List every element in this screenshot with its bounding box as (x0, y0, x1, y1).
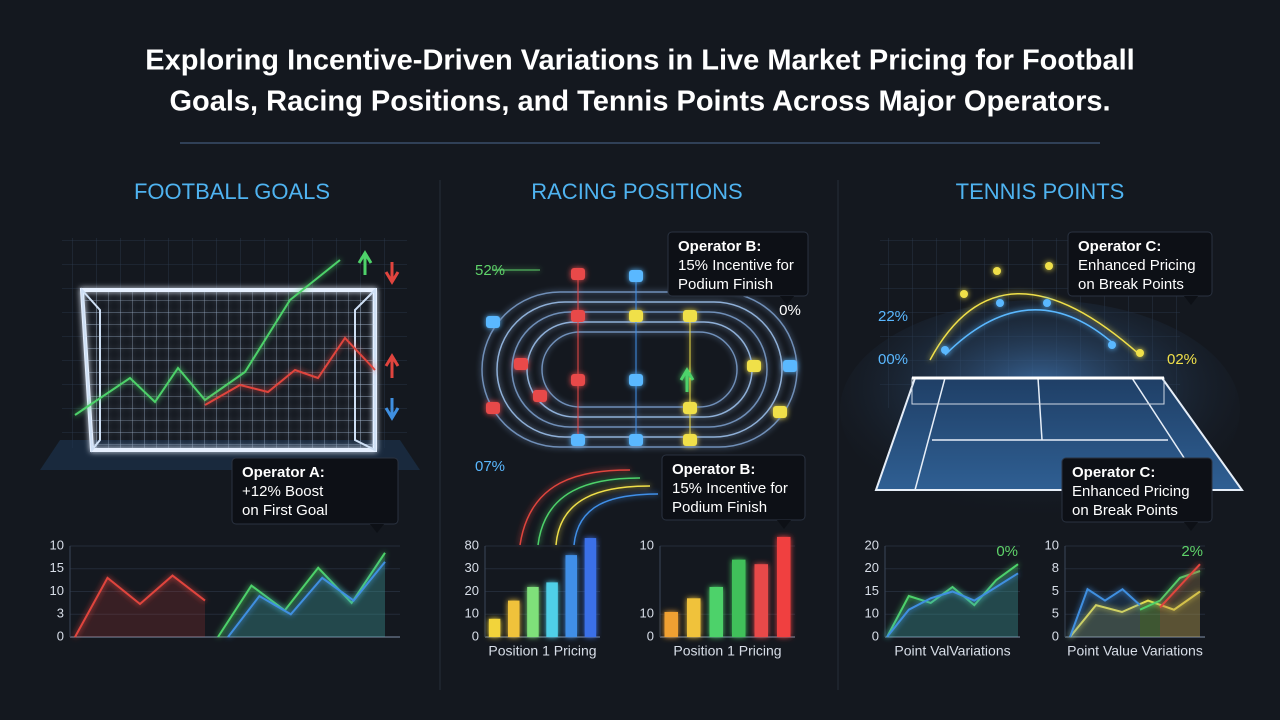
callout-box (231, 457, 399, 525)
bar (508, 600, 520, 637)
y-tick-label: 3 (57, 606, 64, 621)
y-tick-label: 15 (865, 583, 879, 598)
y-tick-label: 10 (50, 583, 64, 598)
series-area (218, 552, 385, 637)
y-tick-label: 10 (865, 606, 879, 621)
callout-box (1067, 231, 1213, 297)
callout-box (661, 454, 806, 521)
series-area (887, 573, 1018, 637)
series-line (1069, 587, 1141, 638)
callout-text: Operator C: (1078, 238, 1161, 255)
title-line: Exploring Incentive-Driven Variations in… (145, 45, 1134, 77)
percent-label: 52% (475, 262, 505, 279)
x-axis-label: Position 1 Pricing (488, 643, 596, 659)
y-tick-label: 8 (1052, 560, 1059, 575)
bar (732, 559, 746, 637)
series-line (217, 552, 386, 638)
callout-text: +12% Boost (242, 483, 324, 500)
callout-text: 15% Incentive for (672, 480, 788, 497)
bar (709, 586, 723, 637)
bar (527, 586, 539, 637)
bar (664, 611, 678, 637)
callout-pointer (777, 520, 791, 529)
x-axis-label: Point Value Variations (1067, 643, 1203, 659)
series-area (75, 575, 205, 637)
y-tick-label: 5 (1052, 606, 1059, 621)
bar (687, 598, 701, 637)
y-tick-label: 0 (472, 628, 479, 643)
y-tick-label: 30 (465, 560, 479, 575)
title-line: Goals, Racing Positions, and Tennis Poin… (169, 86, 1110, 118)
y-tick-label: 10 (640, 537, 654, 552)
y-tick-label: 10 (50, 537, 64, 552)
callout-text: Operator A: (242, 464, 325, 481)
series-line (886, 563, 1019, 638)
series-area (1070, 591, 1200, 637)
callout-pointer (370, 524, 384, 533)
y-tick-label: 20 (865, 560, 879, 575)
y-tick-label: 20 (865, 537, 879, 552)
y-tick-label: 20 (465, 583, 479, 598)
bar (488, 618, 501, 637)
callout-pointer (780, 296, 794, 305)
series-line (1159, 563, 1201, 609)
y-tick-label: 10 (465, 606, 479, 621)
y-tick-label: 10 (640, 606, 654, 621)
callout-box (667, 231, 809, 297)
callout-pointer (1184, 522, 1198, 531)
callout-text: on Break Points (1078, 276, 1184, 293)
callout-text: Operator B: (678, 238, 761, 255)
x-axis-label: Position 1 Pricing (673, 643, 781, 659)
percent-label: 07% (475, 458, 505, 475)
callout-text: on First Goal (242, 502, 328, 519)
y-tick-label: 10 (1045, 537, 1059, 552)
chart-note: 2% (1181, 543, 1203, 560)
callout-text: Podium Finish (672, 499, 767, 516)
series-area (1140, 571, 1200, 637)
bar (584, 538, 597, 637)
callout-text: Podium Finish (678, 276, 773, 293)
percent-label: 00% (878, 351, 908, 368)
y-tick-label: 5 (1052, 583, 1059, 598)
series-line (227, 561, 386, 638)
bar (777, 536, 791, 637)
percent-label: 02% (1167, 351, 1197, 368)
y-tick-label: 0 (1052, 628, 1059, 643)
bar (754, 564, 768, 637)
panel-heading: FOOTBALL GOALS (134, 179, 330, 204)
series-area (228, 561, 385, 637)
x-axis-label: Point ValVariations (894, 643, 1010, 659)
y-tick-label: 0 (57, 628, 64, 643)
series-line (74, 574, 206, 638)
y-tick-label: 15 (50, 560, 64, 575)
series-area (887, 564, 1018, 637)
series-line (886, 572, 1019, 638)
callout-pointer (1184, 296, 1198, 305)
callout-text: on Break Points (1072, 502, 1178, 519)
bar (565, 555, 577, 637)
football-illustration (40, 238, 420, 470)
y-tick-label: 0 (647, 628, 654, 643)
callout-text: Operator C: (1072, 464, 1155, 481)
percent-label: 22% (878, 308, 908, 325)
callout-box (1061, 457, 1213, 523)
callout-text: Operator B: (672, 461, 755, 478)
callout-text: Enhanced Pricing (1078, 257, 1196, 274)
series-line (1069, 590, 1201, 638)
callout-text: Enhanced Pricing (1072, 483, 1190, 500)
racing-illustration (481, 268, 798, 546)
bar (546, 582, 558, 637)
y-tick-label: 80 (465, 537, 479, 552)
panel-heading: RACING POSITIONS (531, 179, 742, 204)
y-tick-label: 0 (872, 628, 879, 643)
series-area (1160, 564, 1200, 637)
series-area (1070, 589, 1140, 637)
chart-note: 0% (996, 543, 1018, 560)
percent-label: 0% (779, 302, 801, 319)
panel-heading: TENNIS POINTS (956, 179, 1125, 204)
callout-text: 15% Incentive for (678, 257, 794, 274)
